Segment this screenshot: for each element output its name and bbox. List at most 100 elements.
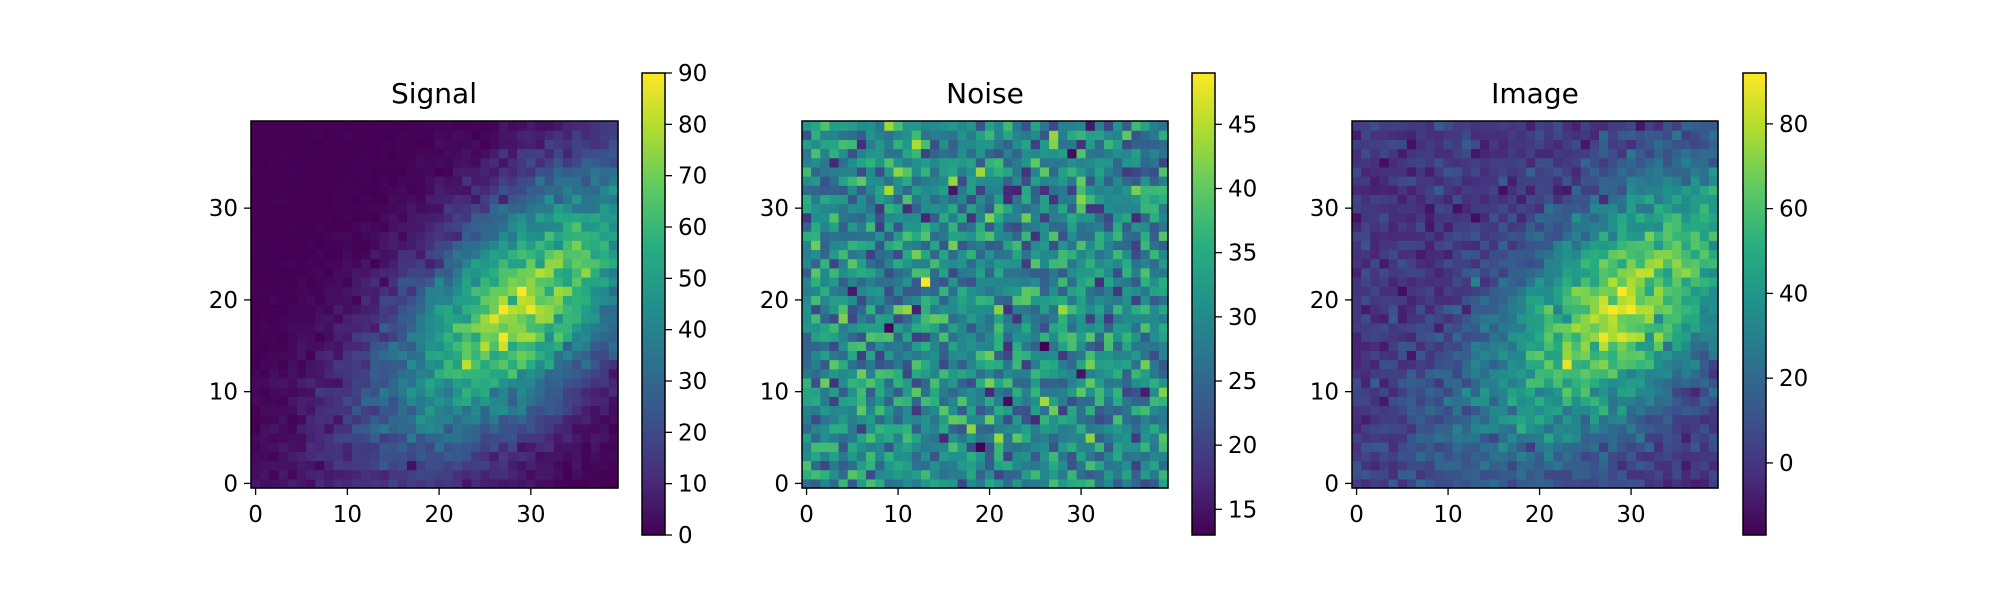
- heatmap-cell: [379, 377, 390, 388]
- heatmap-cell: [975, 286, 986, 296]
- heatmap-cell: [590, 396, 601, 407]
- heatmap-cell: [911, 478, 922, 489]
- heatmap-cell: [1131, 258, 1142, 269]
- heatmap-cell: [1067, 231, 1078, 241]
- heatmap-cell: [278, 405, 289, 416]
- heatmap-cell: [902, 341, 913, 351]
- heatmap-cell: [1516, 313, 1527, 324]
- heatmap-cell: [590, 460, 601, 471]
- heatmap-cell: [1443, 295, 1454, 306]
- heatmap-cell: [425, 249, 436, 260]
- heatmap-cell: [544, 139, 555, 150]
- heatmap-cell: [1149, 313, 1160, 324]
- heatmap-cell: [1388, 396, 1399, 407]
- heatmap-cell: [1452, 405, 1463, 416]
- heatmap-cell: [1443, 185, 1454, 195]
- heatmap-cell: [1049, 231, 1059, 241]
- heatmap-cell: [966, 341, 977, 351]
- heatmap-cell: [1608, 240, 1618, 251]
- heatmap-cell: [1589, 249, 1600, 260]
- heatmap-cell: [1507, 423, 1518, 434]
- heatmap-cell: [462, 304, 472, 315]
- heatmap-cell: [315, 451, 326, 462]
- heatmap-cell: [498, 387, 509, 397]
- heatmap-cell: [1058, 377, 1068, 388]
- heatmap-cell: [269, 276, 280, 287]
- heatmap-cell: [443, 185, 454, 195]
- heatmap-cell: [1708, 121, 1719, 131]
- heatmap-cell: [351, 203, 362, 214]
- heatmap-cell: [425, 185, 436, 195]
- heatmap-cell: [1067, 396, 1078, 407]
- heatmap-cell: [388, 414, 399, 425]
- heatmap-cell: [315, 148, 326, 159]
- heatmap-cell: [1397, 148, 1408, 159]
- heatmap-cell: [1617, 469, 1628, 480]
- heatmap-cell: [462, 341, 472, 351]
- heatmap-cell: [957, 442, 968, 452]
- heatmap-cell: [1626, 240, 1637, 251]
- heatmap-cell: [342, 359, 353, 370]
- heatmap-cell: [1589, 295, 1600, 306]
- heatmap-cell: [581, 231, 592, 241]
- heatmap-cell: [1049, 368, 1059, 379]
- heatmap-cell: [306, 322, 316, 333]
- heatmap-cell: [1067, 478, 1078, 489]
- heatmap-cell: [1049, 405, 1059, 416]
- heatmap-cell: [893, 405, 904, 416]
- heatmap-cell: [1580, 221, 1591, 232]
- heatmap-cell: [1085, 267, 1096, 278]
- heatmap-cell: [287, 221, 298, 232]
- heatmap-cell: [333, 185, 344, 195]
- heatmap-cell: [985, 295, 995, 306]
- heatmap-cell: [856, 212, 867, 223]
- heatmap-cell: [526, 166, 537, 177]
- heatmap-cell: [296, 377, 307, 388]
- heatmap-cell: [1480, 414, 1490, 425]
- heatmap-cell: [1599, 423, 1609, 434]
- heatmap-cell: [306, 368, 316, 379]
- heatmap-cell: [1553, 313, 1564, 324]
- heatmap-cell: [388, 387, 399, 397]
- heatmap-cell: [1103, 350, 1114, 361]
- heatmap-cell: [1406, 286, 1417, 296]
- heatmap-cell: [553, 414, 564, 425]
- heatmap-cell: [397, 240, 408, 251]
- heatmap-cell: [1131, 267, 1142, 278]
- heatmap-cell: [1122, 240, 1132, 251]
- heatmap-cell: [1461, 139, 1472, 150]
- heatmap-cell: [1058, 212, 1068, 223]
- heatmap-cell: [1039, 341, 1050, 351]
- heatmap-cell: [939, 267, 949, 278]
- heatmap-cell: [1480, 157, 1490, 168]
- heatmap-cell: [1653, 240, 1664, 251]
- heatmap-cell: [379, 194, 390, 205]
- heatmap-cell: [1003, 423, 1014, 434]
- heatmap-cell: [856, 387, 867, 397]
- heatmap-cell: [379, 332, 390, 342]
- heatmap-cell: [957, 221, 968, 232]
- heatmap-cell: [1140, 350, 1151, 361]
- heatmap-cell: [1535, 313, 1545, 324]
- heatmap-cell: [535, 203, 546, 214]
- heatmap-cell: [985, 194, 995, 205]
- heatmap-cell: [856, 267, 867, 278]
- heatmap-cell: [1544, 240, 1554, 251]
- heatmap-cell: [507, 176, 518, 186]
- heatmap-cell: [829, 166, 840, 177]
- heatmap-cell: [838, 442, 849, 452]
- heatmap-cell: [1525, 368, 1536, 379]
- heatmap-cell: [847, 166, 858, 177]
- heatmap-cell: [1370, 322, 1381, 333]
- heatmap-cell: [902, 276, 913, 287]
- heatmap-cell: [985, 148, 995, 159]
- heatmap-cell: [1049, 221, 1059, 232]
- heatmap-cell: [811, 451, 821, 462]
- heatmap-cell: [1489, 139, 1499, 150]
- heatmap-cell: [1003, 286, 1014, 296]
- colorbar-tick-label: 40: [1228, 177, 1257, 203]
- heatmap-cell: [1480, 460, 1490, 471]
- heatmap-cell: [480, 249, 491, 260]
- heatmap-cell: [884, 396, 895, 407]
- heatmap-cell: [1076, 332, 1087, 342]
